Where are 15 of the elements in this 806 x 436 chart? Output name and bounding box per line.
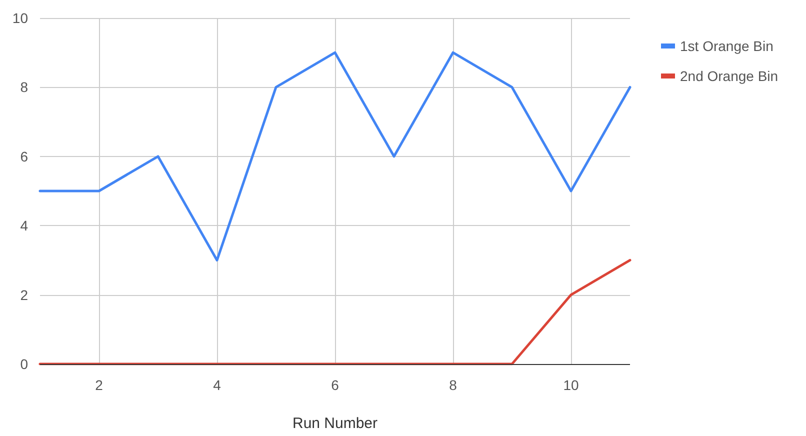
x-tick-label: 4 xyxy=(213,377,222,393)
line-series xyxy=(38,51,632,262)
x-tick-label: 6 xyxy=(331,377,340,393)
legend-label: 2nd Orange Bin xyxy=(680,68,778,84)
y-tick-label: 6 xyxy=(20,148,28,164)
y-tick-label: 8 xyxy=(20,79,28,96)
x-tick-label: 2 xyxy=(95,377,104,393)
legend-label: 1st Orange Bin xyxy=(680,38,774,54)
x-tick-label: 10 xyxy=(563,377,579,393)
y-tick-label: 0 xyxy=(20,356,28,372)
x-tick-label: 8 xyxy=(449,377,458,393)
y-tick-label: 10 xyxy=(12,10,28,26)
x-axis-title: Run Number xyxy=(292,415,378,432)
y-tick-label: 2 xyxy=(20,286,28,303)
y-tick-label: 4 xyxy=(20,218,28,234)
